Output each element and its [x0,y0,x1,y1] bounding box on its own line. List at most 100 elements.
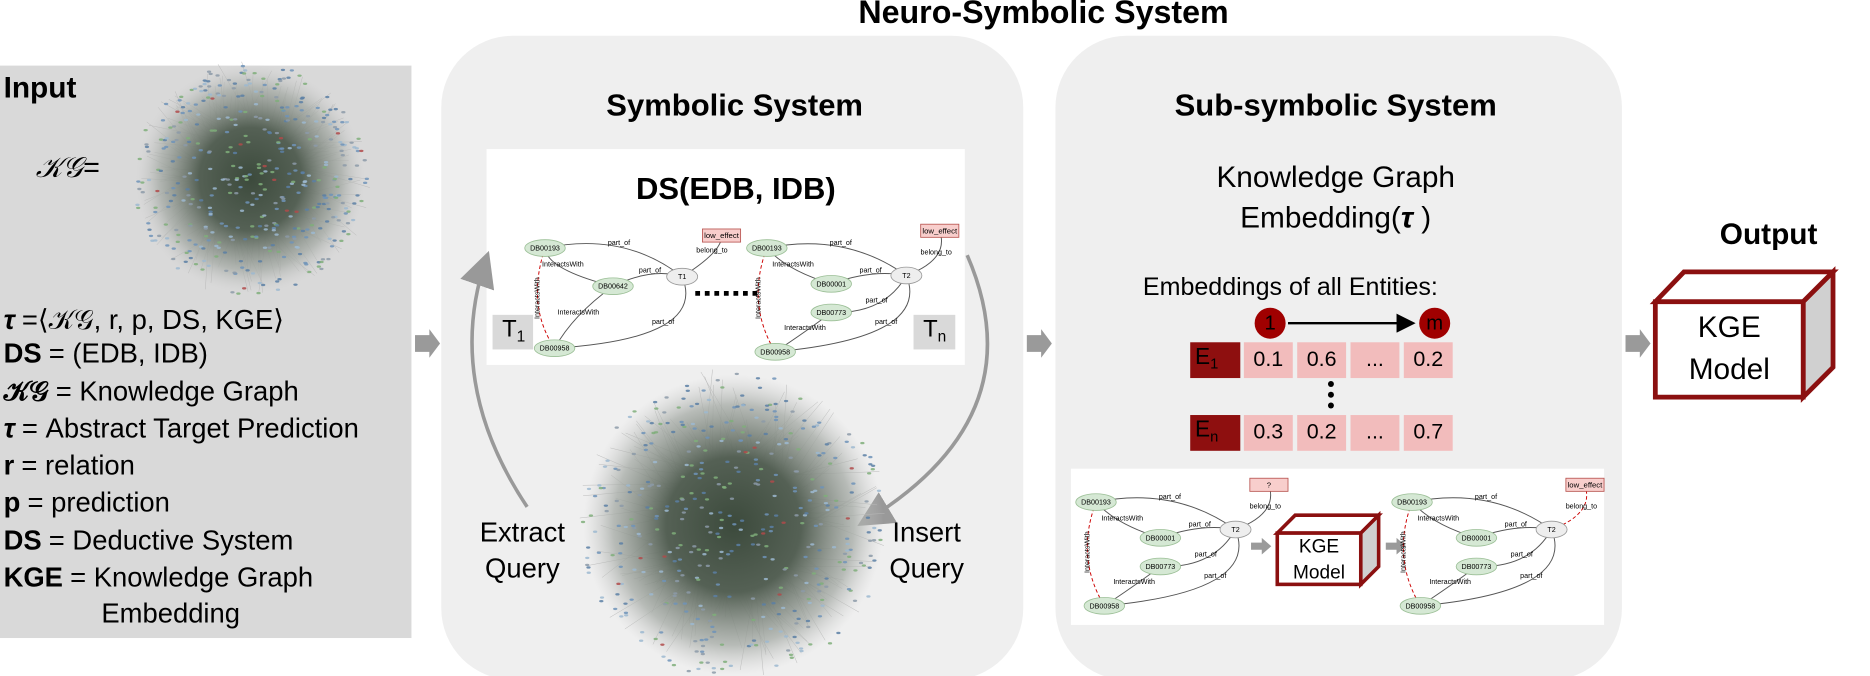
blob-node [771,602,776,605]
blob-node [291,180,296,184]
task-box [913,314,956,350]
blob-node [774,415,779,419]
blob-node [727,595,732,598]
blob-node [792,490,798,493]
blob-node [207,150,212,153]
blob-node [673,602,678,605]
ds-box [486,149,965,365]
blob-node [868,455,873,459]
blob-node [261,283,266,287]
blob-node [772,377,777,380]
edge-label: part_of [1505,521,1527,529]
edge-label: InteractsWith [1084,531,1092,573]
blob-node [193,243,198,246]
blob-node [258,182,263,186]
blob-node [756,543,761,546]
blob-node [265,118,270,121]
blob-node [148,234,154,238]
blob-node [777,443,782,446]
blob-node [776,612,782,616]
blob-node [627,415,633,419]
target-box [1249,477,1289,492]
blob-node [346,232,351,236]
blob-node [296,191,301,194]
blob-node [354,147,359,150]
blob-node [586,487,592,491]
blob-node [733,466,739,469]
blob-node [805,619,811,623]
node-label: DB00773 [1146,563,1176,571]
blob-node [820,598,825,602]
definition-term: p [4,487,21,518]
blob-node [867,539,873,542]
blob-node [681,511,686,514]
blob-node [234,178,239,181]
blob-node [833,456,838,460]
blob-node [359,199,364,203]
blob-node [302,180,307,184]
blob-node [194,178,199,182]
edge-label: part_of [1511,550,1533,558]
blob-node [281,255,287,259]
blob-node [631,452,637,456]
edge-label: part_of [639,267,661,275]
blob-node [216,246,221,249]
blob-node [183,118,189,122]
blob-node [712,571,717,574]
blob-node [768,529,774,533]
blob-node [185,136,191,140]
node-label: DB00642 [598,283,628,291]
edge-label: part_of [1159,493,1181,501]
entity-label: En [1195,416,1218,446]
blob-node [206,264,211,268]
blob-node [761,603,766,606]
blob-node [144,143,149,146]
blob-node [821,451,826,455]
blob-node [267,130,272,134]
blob-node [783,399,789,403]
blob-node [315,205,320,209]
blob-node [137,187,142,191]
graph-node [592,277,634,295]
blob-node [254,235,259,238]
node-label: DB00958 [540,345,570,353]
input-heading: Input [4,71,77,104]
blob-node [257,281,262,285]
blob-node [699,638,704,642]
blob-node [730,429,735,432]
blob-node [277,278,282,281]
blob-node [209,194,214,197]
blob-node [679,420,684,424]
edge-label: part_of [1189,521,1211,529]
blob-node [623,611,629,615]
blob-node [171,140,176,144]
blob-node [234,192,239,195]
graph-edge [1402,501,1421,607]
blob-node [695,617,700,621]
blob-node [716,535,722,539]
blob-node [813,489,818,492]
blob-node [711,671,717,674]
blob-node [263,228,268,231]
kge-title-line: Embedding(τ ) [1240,201,1431,234]
blob-node [310,231,316,235]
blob-node [228,235,233,238]
blob-node [178,121,183,124]
blob-node [804,512,809,515]
blob-node [223,106,228,109]
blob-node [206,239,211,242]
blob-node [325,202,330,205]
blob-node [662,555,667,558]
blob-node [243,174,249,178]
blob-node [749,408,754,412]
blob-node [678,543,683,547]
blob-node [258,193,263,197]
blob-node [793,574,799,577]
blob-node [713,594,718,598]
blob-node [181,199,186,202]
blob-node [274,233,279,236]
blob-node [686,450,691,453]
blob-node [244,178,249,181]
blob-node [272,178,277,182]
blob-node [603,504,609,507]
